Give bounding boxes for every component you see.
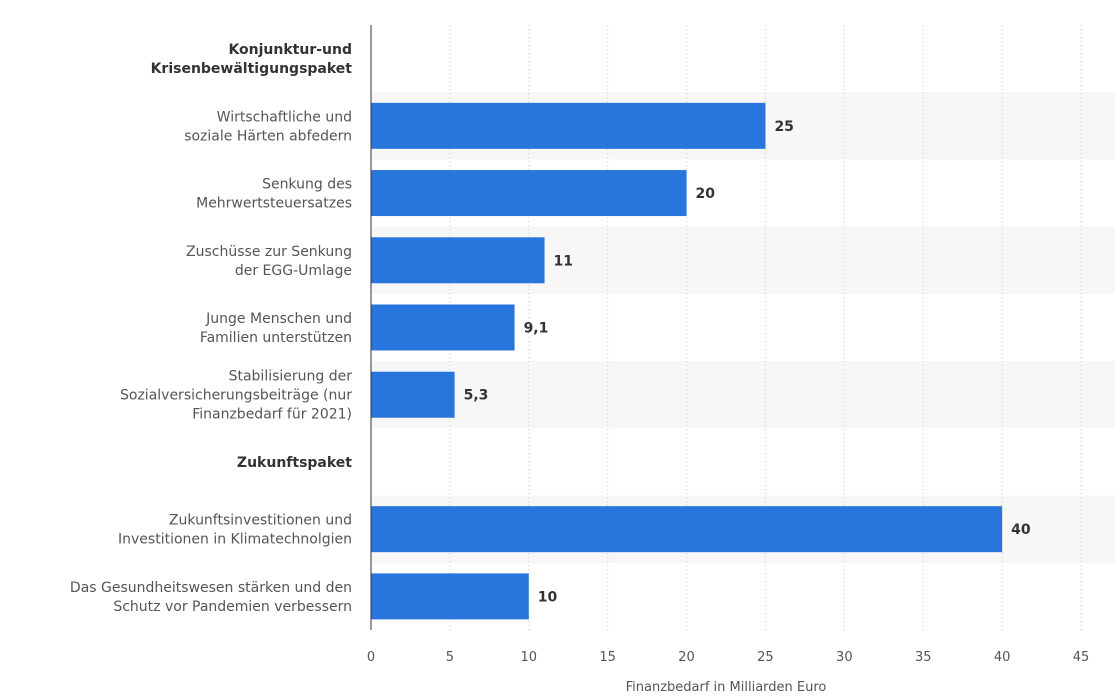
x-tick-label: 25 [757,650,774,665]
group-header-label: Konjunktur-und Krisenbewältigungspaket [151,42,353,77]
value-label: 9,1 [524,321,549,337]
bar [371,304,515,351]
x-tick-labels: 0 5 10 15 20 25 30 35 40 45 [367,650,1089,665]
x-tick-label: 35 [915,650,932,665]
x-tick-label: 20 [678,650,695,665]
category-label: Wirtschaftliche und soziale Härten abfede… [184,109,352,144]
bar [371,573,529,620]
value-label: 25 [774,119,793,135]
x-tick-label: 15 [599,650,616,665]
value-label: 40 [1011,522,1031,538]
x-tick-label: 30 [836,650,853,665]
x-tick-label: 40 [994,650,1011,665]
x-axis-title: Finanzbedarf in Milliarden Euro [626,680,827,695]
bar [371,170,687,217]
row-band [371,361,1115,429]
x-tick-label: 0 [367,650,375,665]
bar [371,102,766,149]
category-label: Zuschüsse zur Senkung der EGG-Umlage [186,244,352,279]
x-tick-label: 5 [446,650,454,665]
bar [371,371,455,418]
category-label: Junge Menschen und Familien unterstützen [200,311,352,346]
category-label: Stabilisierung der Sozialversicherungsbei… [120,369,352,423]
x-tick-label: 10 [521,650,538,665]
category-label: Senkung des Mehrwertsteuersatzes [196,177,352,212]
value-label: 5,3 [464,388,489,404]
value-labels: 25 20 11 9,1 5,3 40 10 [464,119,1031,606]
category-labels: Konjunktur-und Krisenbewältigungspaket Wir… [70,42,352,615]
bar [371,237,545,284]
value-label: 20 [696,186,716,202]
bars [371,102,1003,620]
value-label: 11 [554,253,573,269]
value-label: 10 [538,589,558,605]
category-label: Das Gesundheitswesen stärken und den Schu… [70,580,352,615]
group-header-label: Zukunftspaket [237,455,352,471]
bar [371,506,1003,553]
x-tick-label: 45 [1073,650,1090,665]
category-label: Zukunftsinvestitionen und Investitionen i… [118,513,352,548]
